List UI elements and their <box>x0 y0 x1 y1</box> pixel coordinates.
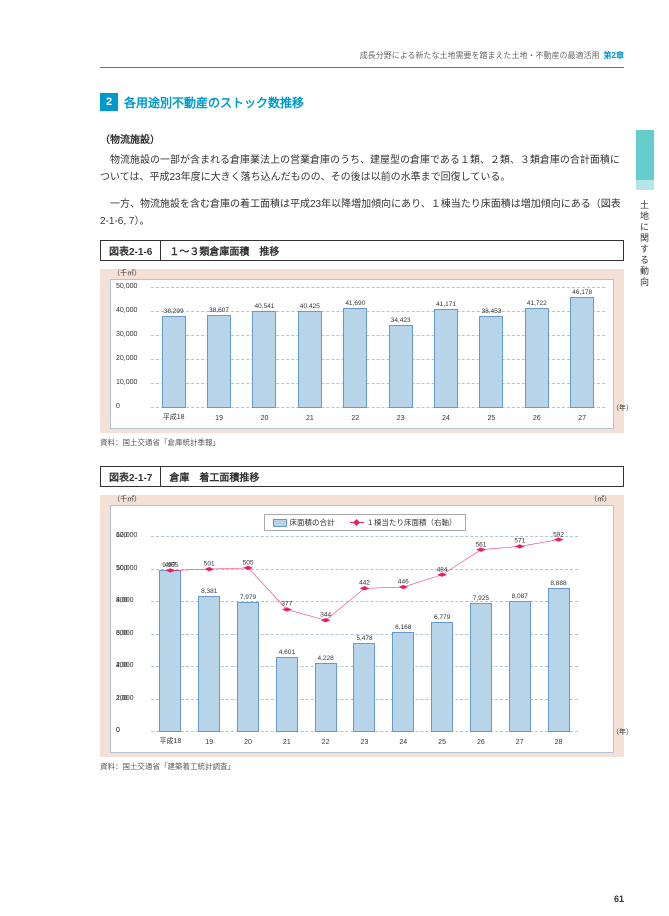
chart2-y2unit: （㎡） <box>590 494 611 504</box>
chart2-yunit: （千㎡） <box>113 494 141 504</box>
legend-bar-icon <box>273 519 287 527</box>
chart2-container: 床面積の合計 １棟当たり床面積（右軸） （千㎡） （㎡） （年） 002,000… <box>100 495 624 757</box>
paragraph-1: 物流施設の一部が含まれる倉庫業法上の営業倉庫のうち、建屋型の倉庫である１類、２類… <box>100 152 624 186</box>
side-tab <box>636 130 654 190</box>
subheading: （物流施設） <box>100 131 624 146</box>
chart2-legend: 床面積の合計 １棟当たり床面積（右軸） <box>264 514 466 531</box>
page-number: 61 <box>614 894 624 904</box>
figure2-label: 図表2-1-7 <box>101 467 161 486</box>
section-number: 2 <box>100 93 118 111</box>
section-heading: 2 各用途別不動産のストック数推移 <box>100 93 624 111</box>
paragraph-2: 一方、物流施設を含む倉庫の着工面積は平成23年以降増加傾向にあり、１棟当たり床面… <box>100 196 624 230</box>
header-rule <box>100 67 624 68</box>
figure1-label: 図表2-1-6 <box>101 241 161 260</box>
source1: 資料：国土交通省「倉庫統計季報」 <box>100 437 624 448</box>
figure2-title: 倉庫 着工面積推移 <box>161 467 267 486</box>
chart1-yunit: （千㎡） <box>113 268 141 278</box>
chart2-xunit: （年） <box>612 727 633 737</box>
source2: 資料：国土交通省「建築着工統計調査」 <box>100 761 624 772</box>
legend-line-icon <box>350 522 364 523</box>
chapter-label: 第2章 <box>604 51 624 60</box>
header-text: 成長分野による新たな土地需要を踏まえた土地・不動産の最適活用 <box>360 51 600 60</box>
legend2-text: １棟当たり床面積（右軸） <box>367 517 457 528</box>
figure2-header: 図表2-1-7 倉庫 着工面積推移 <box>100 466 624 487</box>
figure1-title: １～３類倉庫面積 推移 <box>161 241 287 260</box>
chart1-xunit: （年） <box>612 403 633 413</box>
figure1-header: 図表2-1-6 １～３類倉庫面積 推移 <box>100 240 624 261</box>
section-title: 各用途別不動産のストック数推移 <box>124 94 304 111</box>
legend1-text: 床面積の合計 <box>290 517 335 528</box>
side-vertical-text: 土地に関する動向 <box>638 200 651 288</box>
chart1-container: （千㎡） （年） 010,00020,00030,00040,00050,000… <box>100 269 624 433</box>
